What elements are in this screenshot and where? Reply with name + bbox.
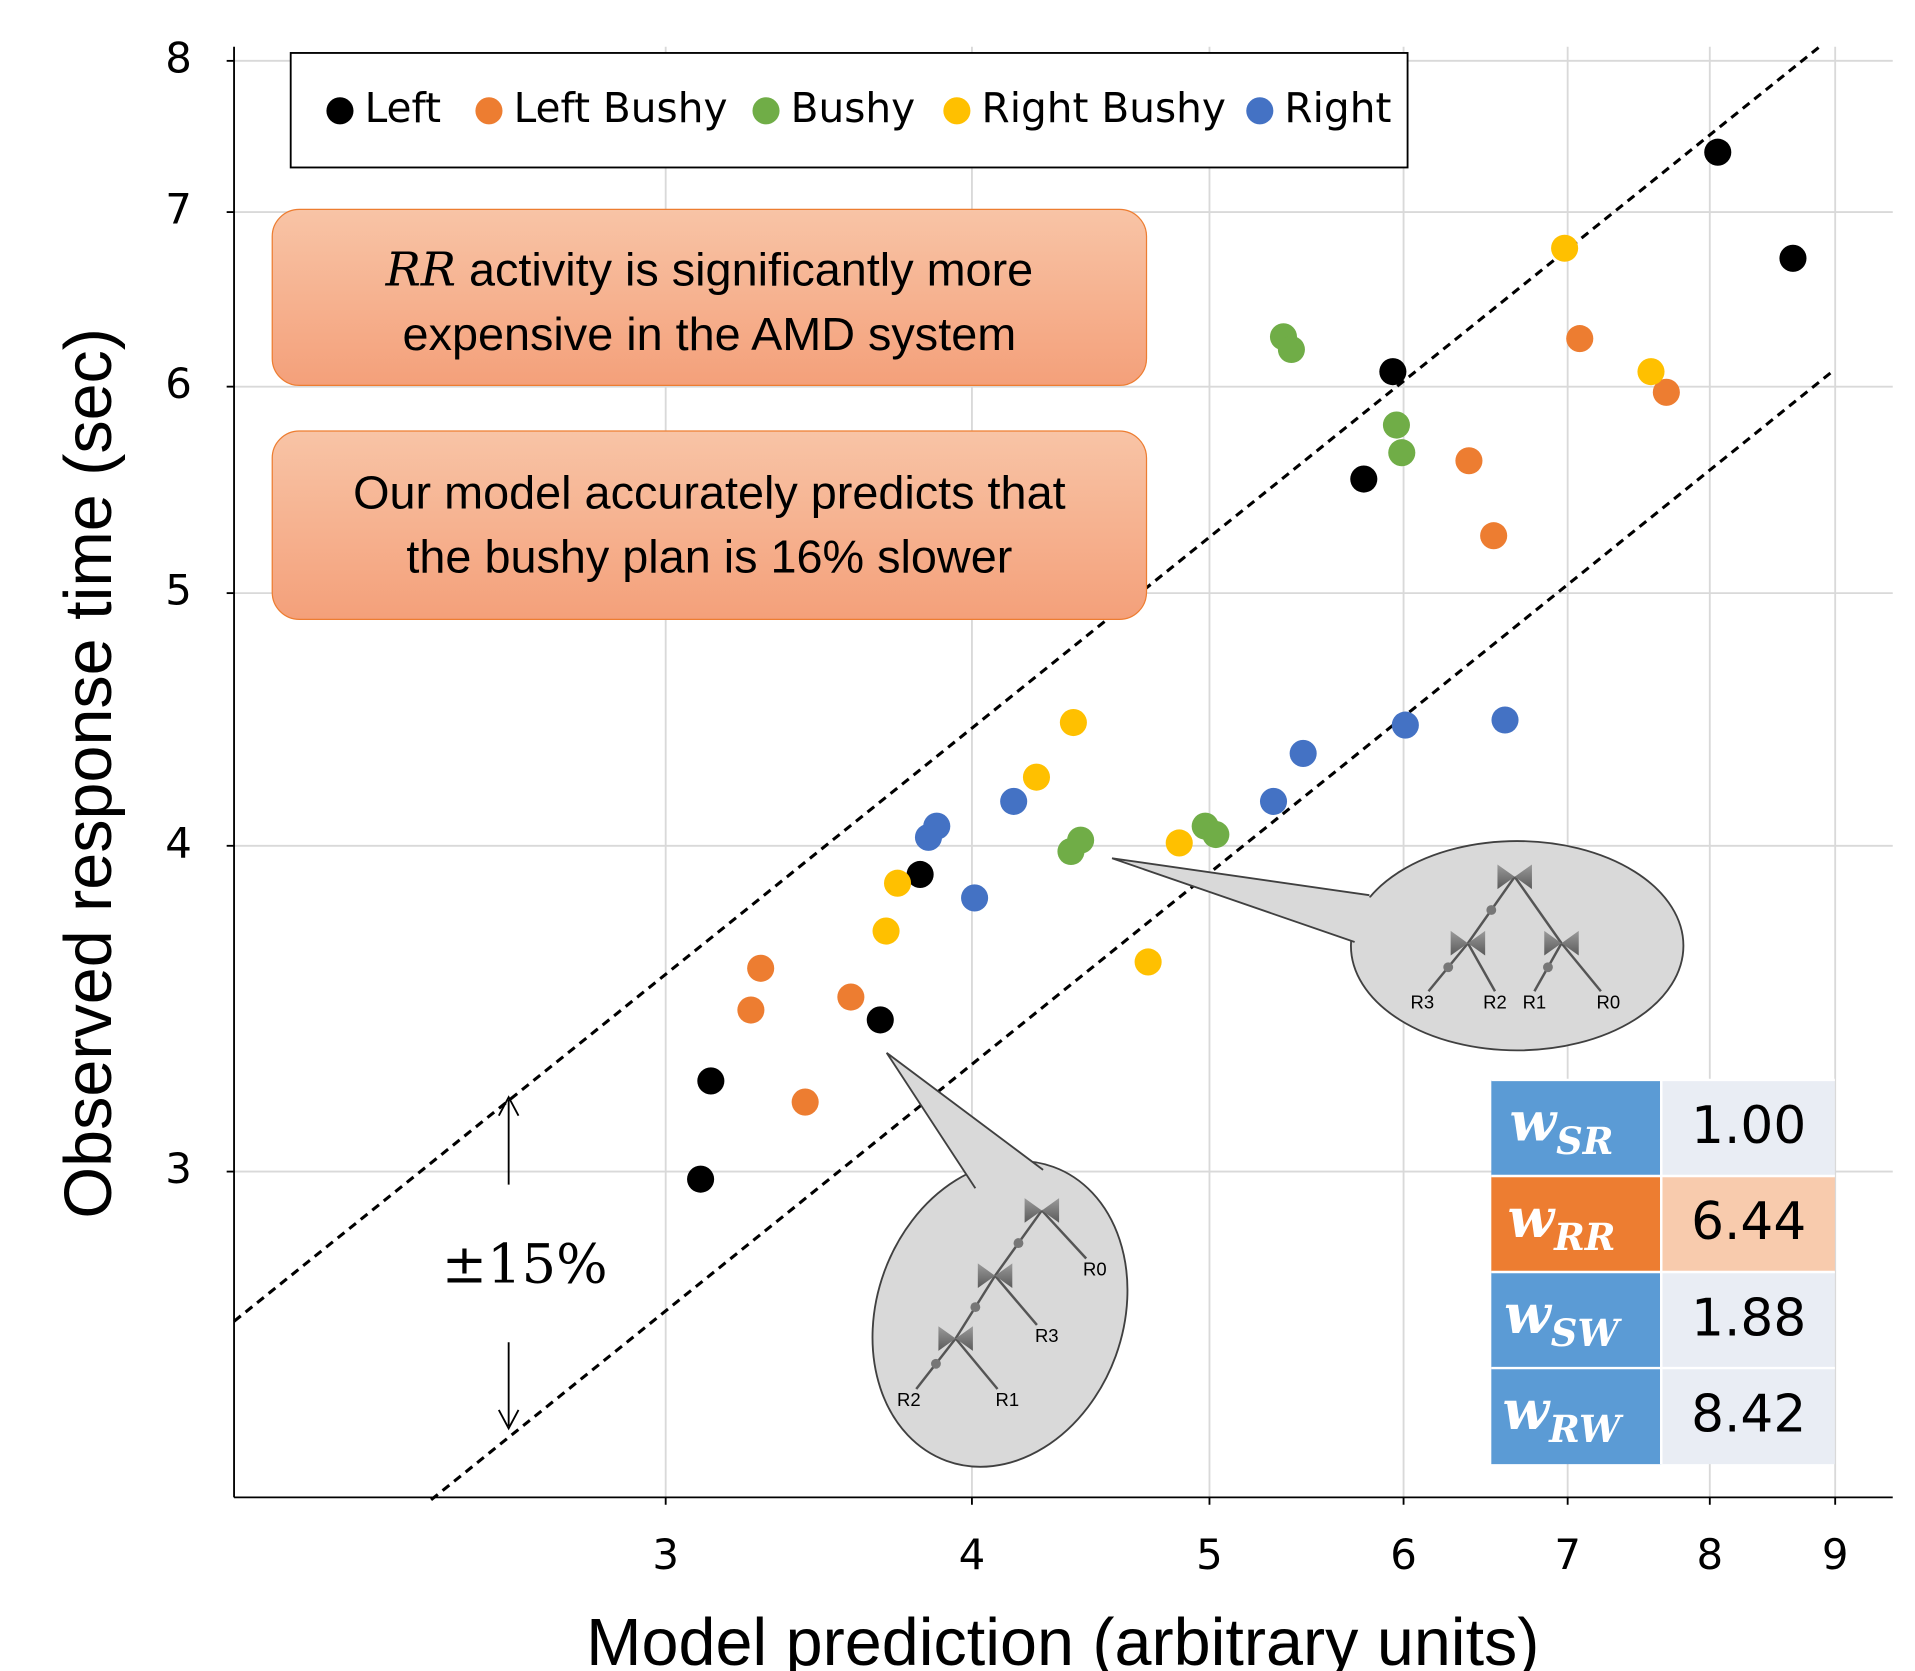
- x-tick-label: 3: [652, 1530, 679, 1579]
- scatter-point: [1491, 706, 1518, 733]
- relation-label: R2: [1483, 991, 1507, 1012]
- tree-dot: [1486, 905, 1496, 915]
- relation-label: R1: [996, 1389, 1020, 1410]
- scatter-point: [1379, 358, 1406, 385]
- tree-dot: [1543, 962, 1553, 972]
- weight-symbol-main: w: [1502, 1378, 1551, 1442]
- scatter-point: [1383, 411, 1410, 438]
- legend-label: Right Bushy: [982, 84, 1226, 132]
- relation-label: R0: [1083, 1259, 1107, 1280]
- tree-dot: [1014, 1238, 1024, 1248]
- legend-marker: [943, 97, 970, 124]
- scatter-point: [873, 917, 900, 944]
- weight-subscript: SR: [1556, 1118, 1613, 1162]
- scatter-point: [1260, 788, 1287, 815]
- annotation: expensive in the AMD system: [403, 308, 1017, 360]
- relation-label: R3: [1411, 991, 1435, 1012]
- bubble: [1351, 841, 1683, 1050]
- scatter-point: [687, 1166, 714, 1193]
- legend-marker: [752, 97, 779, 124]
- scatter-point: [1135, 948, 1162, 975]
- scatter-point: [867, 1006, 894, 1033]
- y-tick-label: 7: [165, 185, 192, 234]
- tree-dot: [931, 1359, 941, 1369]
- y-tick-label: 8: [165, 33, 192, 82]
- scatter-point: [961, 884, 988, 911]
- y-tick-label: 4: [165, 818, 192, 867]
- bubble-pointer: [1112, 858, 1369, 942]
- scatter-point: [1350, 465, 1377, 492]
- scatter-point: [1278, 336, 1305, 363]
- scatter-point: [1023, 764, 1050, 791]
- legend-marker: [1246, 97, 1273, 124]
- band-label: ±15%: [442, 1232, 608, 1295]
- weight-value: 8.42: [1691, 1384, 1806, 1444]
- weight-value: 1.88: [1691, 1288, 1806, 1348]
- legend-label: Bushy: [791, 84, 916, 132]
- relation-label: R0: [1596, 991, 1620, 1012]
- relation-label: R1: [1523, 991, 1547, 1012]
- y-axis-title: Observed response time (sec): [52, 328, 126, 1219]
- legend-marker: [475, 97, 502, 124]
- weight-symbol-main: w: [1507, 1186, 1556, 1250]
- y-tick-label: 5: [165, 566, 192, 615]
- legend-label: Right: [1284, 84, 1391, 132]
- annotation: Our model accurately predicts that: [353, 467, 1065, 519]
- plan-bubble: [1112, 841, 1683, 1050]
- weight-subscript: SW: [1551, 1311, 1623, 1355]
- scatter-point: [1388, 439, 1415, 466]
- scatter-point: [1060, 709, 1087, 736]
- scatter-point: [1000, 788, 1027, 815]
- x-tick-label: 9: [1822, 1530, 1849, 1579]
- x-tick-label: 8: [1696, 1530, 1723, 1579]
- x-tick-label: 5: [1196, 1530, 1223, 1579]
- scatter-point: [1704, 139, 1731, 166]
- scatter-point: [1202, 821, 1229, 848]
- scatter-point: [1551, 235, 1578, 262]
- scatter-point: [1392, 712, 1419, 739]
- scatter-point: [837, 983, 864, 1010]
- annotation: RR activity is significantly more: [385, 243, 1034, 297]
- relation-label: R2: [897, 1389, 921, 1410]
- tree-dot: [1443, 962, 1453, 972]
- scatter-point: [1480, 522, 1507, 549]
- y-tick-label: 3: [165, 1144, 192, 1193]
- annotation: the bushy plan is 16% slower: [406, 531, 1012, 583]
- callout-box: [272, 431, 1146, 619]
- x-tick-label: 7: [1554, 1530, 1581, 1579]
- scatter-point: [1067, 827, 1094, 854]
- scatter-point: [1637, 358, 1664, 385]
- x-axis-title: Model prediction (arbitrary units): [586, 1606, 1539, 1671]
- scatter-point: [1290, 740, 1317, 767]
- scatter-point: [1455, 447, 1482, 474]
- scatter-point: [915, 824, 942, 851]
- scatter-point: [747, 955, 774, 982]
- legend-marker: [326, 97, 353, 124]
- weight-symbol-main: w: [1504, 1282, 1553, 1346]
- weight-subscript: RR: [1553, 1215, 1615, 1259]
- scatter-point: [1779, 245, 1806, 272]
- weight-value: 6.44: [1691, 1192, 1806, 1252]
- y-tick-label: 6: [165, 359, 192, 408]
- scatter-point: [697, 1067, 724, 1094]
- x-tick-label: 4: [959, 1530, 986, 1579]
- scatter-point: [737, 996, 764, 1023]
- legend-label: Left: [365, 84, 441, 132]
- tree-dot: [970, 1302, 980, 1312]
- annotation-text: activity is significantly more: [456, 244, 1033, 296]
- x-tick-label: 6: [1390, 1530, 1417, 1579]
- scatter-point: [1166, 829, 1193, 856]
- scatter-point: [884, 870, 911, 897]
- legend-label: Left Bushy: [514, 84, 728, 132]
- relation-label: R3: [1035, 1325, 1059, 1346]
- scatter-point: [792, 1089, 819, 1116]
- weight-symbol-main: w: [1509, 1090, 1558, 1154]
- weight-value: 1.00: [1691, 1096, 1806, 1156]
- scatter-point: [1566, 325, 1593, 352]
- chart: 3 4 5 6 7 8 3 4 5 6 7 8 9 Model prediction (arbitrar…: [0, 0, 1915, 1671]
- bubble-pointer: [887, 1053, 1043, 1188]
- weight-subscript: RW: [1548, 1407, 1624, 1451]
- annotation-math: RR: [385, 243, 456, 297]
